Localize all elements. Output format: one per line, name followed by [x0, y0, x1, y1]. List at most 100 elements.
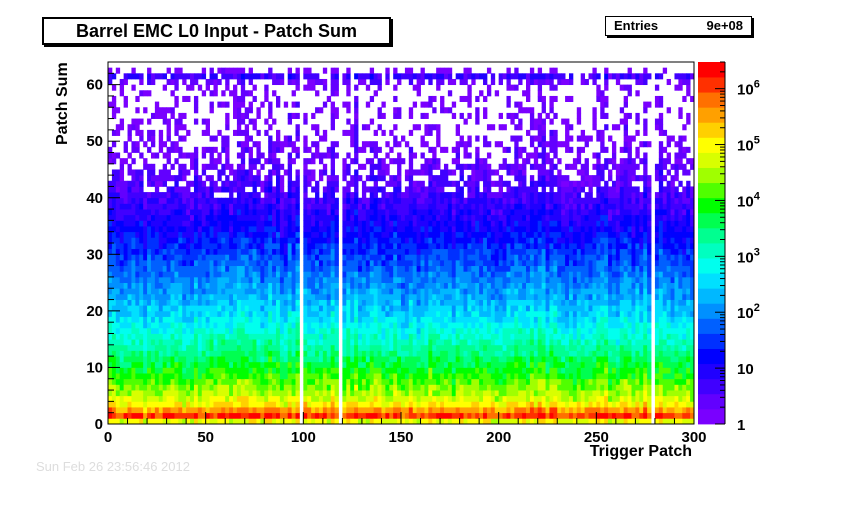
heatmap-cell: [186, 271, 191, 278]
heatmap-cell: [393, 288, 398, 295]
heatmap-cell: [260, 282, 265, 289]
heatmap-cell: [170, 333, 175, 340]
heatmap-cell: [268, 265, 273, 272]
heatmap-cell: [123, 197, 128, 204]
heatmap-cell: [115, 129, 121, 136]
heatmap-cell: [295, 180, 300, 187]
heatmap-cell: [213, 158, 218, 165]
heatmap-cell: [147, 384, 152, 391]
heatmap-cell: [233, 293, 238, 300]
heatmap-cell: [483, 344, 488, 351]
heatmap-cell: [467, 73, 472, 80]
heatmap-cell: [275, 322, 281, 329]
heatmap-cell: [268, 401, 273, 408]
heatmap-cell: [233, 339, 238, 346]
heatmap-cell: [217, 390, 222, 397]
heatmap-cell: [162, 248, 167, 255]
heatmap-cell: [354, 209, 359, 216]
heatmap-cell: [127, 390, 132, 397]
heatmap-cell: [115, 390, 121, 397]
heatmap-cell: [190, 180, 195, 187]
heatmap-cell: [471, 378, 476, 385]
heatmap-cell: [236, 407, 242, 414]
heatmap-cell: [162, 84, 167, 91]
heatmap-cell: [147, 118, 152, 125]
heatmap-cell: [303, 203, 308, 210]
heatmap-cell: [287, 203, 293, 210]
heatmap-cell: [471, 310, 476, 317]
heatmap-cell: [311, 390, 316, 397]
heatmap-cell: [432, 152, 437, 159]
chart-title: Barrel EMC L0 Input - Patch Sum: [42, 17, 391, 45]
heatmap-cell: [190, 299, 195, 306]
heatmap-cell: [279, 271, 285, 278]
heatmap-cell: [178, 169, 183, 176]
heatmap-cell: [291, 299, 296, 306]
heatmap-cell: [483, 95, 488, 102]
heatmap-cell: [170, 203, 175, 210]
heatmap-cell: [420, 333, 425, 340]
heatmap-cell: [389, 254, 394, 261]
heatmap-cell: [475, 180, 480, 187]
heatmap-cell: [158, 112, 164, 119]
heatmap-cell: [490, 73, 496, 80]
heatmap-cell: [436, 276, 441, 283]
heatmap-cell: [361, 163, 367, 170]
heatmap-cell: [225, 373, 230, 380]
heatmap-cell: [326, 186, 332, 193]
heatmap-cell: [186, 243, 191, 250]
heatmap-cell: [385, 209, 390, 216]
heatmap-cell: [486, 192, 492, 199]
heatmap-cell: [315, 192, 320, 199]
heatmap-cell: [455, 141, 460, 148]
heatmap-cell: [193, 333, 199, 340]
heatmap-cell: [174, 350, 179, 357]
heatmap-cell: [389, 192, 394, 199]
heatmap-cell: [275, 390, 281, 397]
heatmap-cell: [252, 243, 257, 250]
heatmap-cell: [315, 124, 320, 131]
heatmap-cell: [354, 237, 359, 244]
heatmap-cell: [326, 361, 332, 368]
heatmap-cell: [326, 214, 332, 221]
heatmap-cell: [268, 135, 273, 142]
heatmap-cell: [279, 73, 285, 80]
heatmap-cell: [256, 384, 261, 391]
heatmap-cell: [432, 248, 437, 255]
heatmap-cell: [483, 395, 488, 402]
heatmap-cell: [322, 390, 328, 397]
heatmap-cell: [479, 282, 484, 289]
heatmap-cell: [420, 310, 425, 317]
heatmap-cell: [256, 395, 261, 402]
heatmap-cell: [412, 209, 418, 216]
heatmap-cell: [240, 418, 246, 425]
heatmap-cell: [303, 265, 308, 272]
heatmap-cell: [420, 112, 425, 119]
heatmap-cell: [451, 248, 457, 255]
heatmap-cell: [170, 112, 175, 119]
heatmap-cell: [197, 276, 203, 283]
heatmap-cell: [217, 333, 222, 340]
heatmap-cell: [275, 316, 281, 323]
heatmap-cell: [369, 118, 375, 125]
heatmap-cell: [475, 107, 480, 114]
heatmap-cell: [217, 373, 222, 380]
heatmap-cell: [463, 299, 468, 306]
heatmap-cell: [131, 248, 136, 255]
heatmap-cell: [330, 259, 335, 267]
heatmap-cell: [381, 395, 386, 402]
heatmap-cell: [268, 333, 273, 340]
heatmap-cell: [217, 305, 222, 312]
heatmap-cell: [385, 418, 390, 425]
heatmap-cell: [404, 390, 410, 397]
heatmap-cell: [213, 322, 218, 329]
heatmap-cell: [123, 299, 128, 306]
heatmap-cell: [455, 418, 460, 425]
heatmap-cell: [354, 390, 359, 397]
heatmap-cell: [326, 322, 332, 329]
heatmap-cell: [178, 197, 183, 204]
heatmap-cell: [233, 84, 238, 91]
heatmap-cell: [467, 231, 472, 238]
heatmap-cell: [369, 327, 375, 334]
heatmap-cell: [182, 316, 187, 323]
